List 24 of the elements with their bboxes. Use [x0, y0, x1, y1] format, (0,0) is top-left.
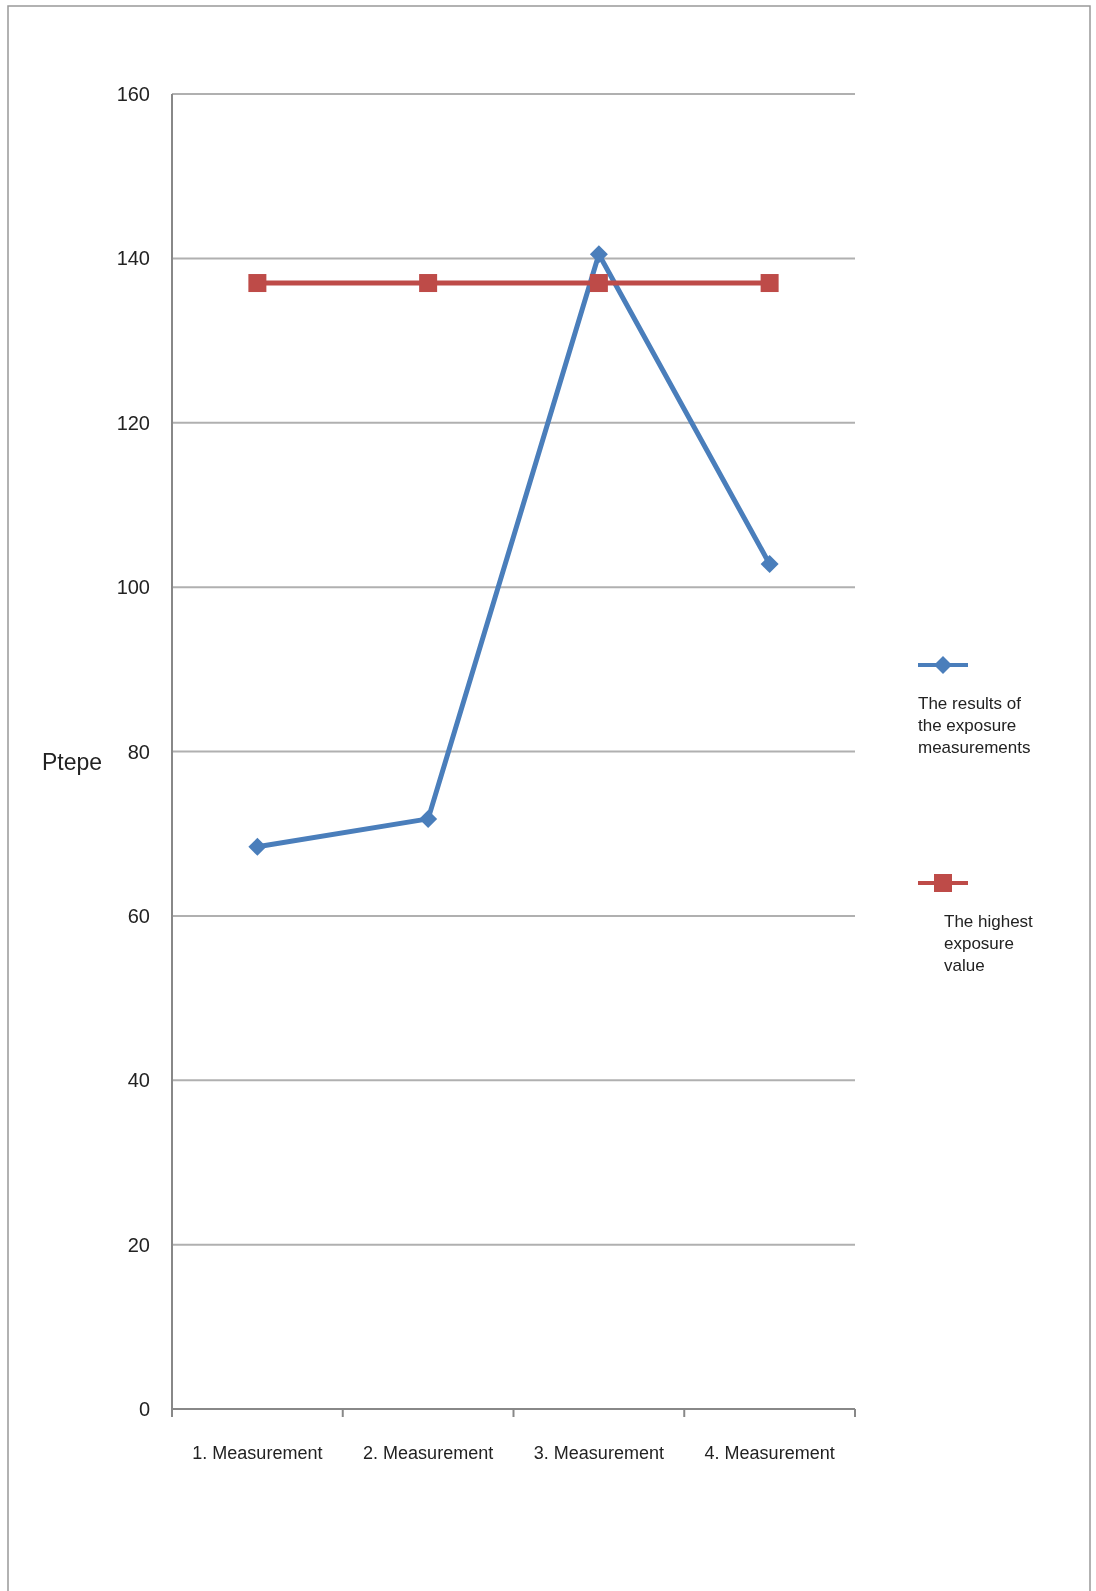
y-tick-label: 140	[116, 247, 150, 270]
x-tick-label: 4. Measurement	[704, 1443, 835, 1463]
y-tick-label: 120	[116, 411, 150, 434]
point	[248, 837, 267, 856]
y-tick-label: 20	[127, 1233, 150, 1256]
legend-label: The highest exposure value	[944, 912, 1034, 975]
point	[589, 245, 608, 264]
x-tick-label: 1. Measurement	[192, 1443, 323, 1463]
y-tick-label: 80	[127, 740, 150, 763]
y-tick-label: 0	[138, 1398, 150, 1420]
x-tick-label: 2. Measurement	[363, 1443, 494, 1463]
legend-label: The results of the exposure measurements	[918, 694, 1031, 757]
y-tick-label: 160	[116, 83, 150, 105]
point	[760, 555, 779, 574]
y-axis-title: Ptepe	[42, 748, 103, 775]
y-tick-label: 60	[127, 904, 150, 927]
x-tick-label: 3. Measurement	[533, 1443, 664, 1463]
point	[248, 274, 267, 293]
y-tick-label: 100	[116, 576, 150, 599]
point	[419, 274, 438, 293]
point	[589, 274, 608, 293]
y-tick-label: 40	[127, 1069, 150, 1092]
point	[419, 809, 438, 828]
point	[760, 274, 779, 293]
